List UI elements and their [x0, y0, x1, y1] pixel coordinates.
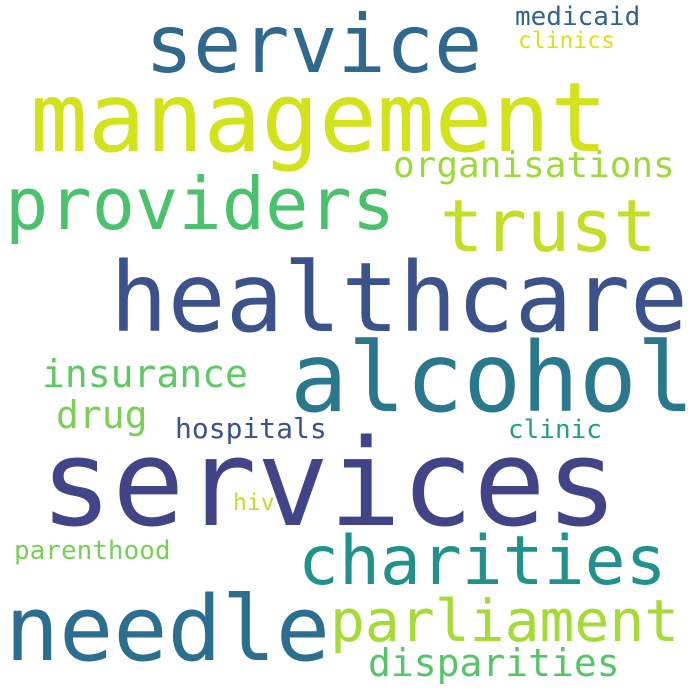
word-insurance: insurance — [42, 352, 248, 396]
word-parenthood: parenthood — [14, 536, 171, 566]
word-clinic: clinic — [508, 415, 602, 445]
word-hospitals: hospitals — [175, 412, 327, 445]
word-providers: providers — [5, 162, 396, 246]
word-management: management — [30, 62, 608, 174]
word-disparities: disparities — [368, 641, 620, 685]
word-trust: trust — [440, 184, 657, 268]
word-organisations: organisations — [393, 145, 675, 186]
word-alcohol: alcohol — [290, 322, 695, 434]
word-parliament: parliament — [330, 587, 680, 655]
word-services: services — [40, 415, 618, 554]
word-needle: needle — [5, 577, 331, 682]
word-charities: charities — [298, 522, 667, 601]
word-healthcare: healthcare — [110, 242, 688, 354]
word-hiv: hiv — [233, 490, 275, 516]
word-service: service — [145, 0, 483, 91]
word-drug: drug — [56, 393, 148, 437]
word-clinics: clinics — [518, 28, 615, 54]
word-medicaid: medicaid — [515, 2, 641, 32]
